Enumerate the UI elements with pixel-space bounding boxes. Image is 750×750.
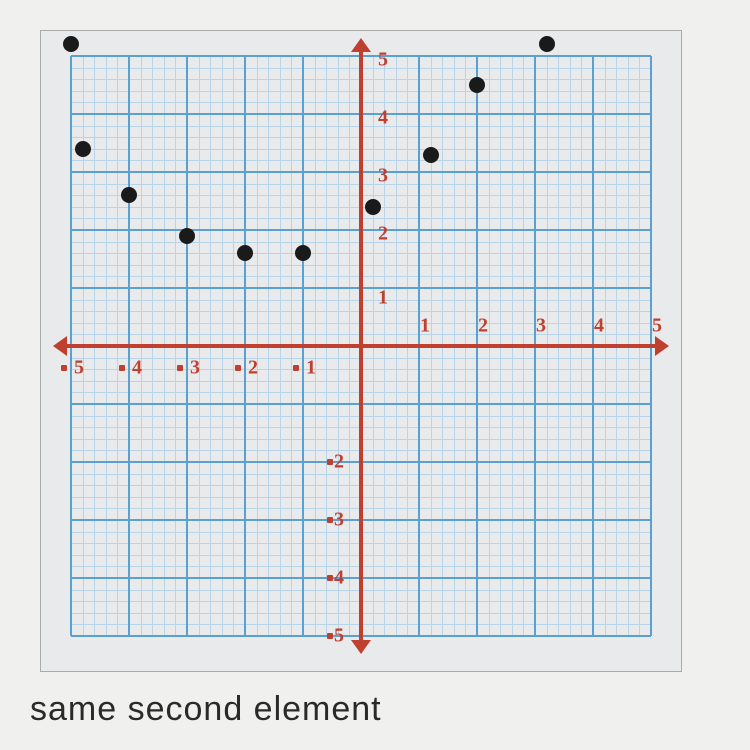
data-point (365, 199, 381, 215)
data-point (179, 228, 195, 244)
data-point (237, 245, 253, 261)
tick-label: 4 (334, 567, 344, 590)
tick-label: 1 (378, 287, 388, 310)
tick-label: 3 (378, 165, 388, 188)
tick-label: 5 (74, 357, 84, 380)
coordinate-plane: 1234523451234554321 (71, 56, 651, 636)
tick-label: 3 (536, 315, 546, 338)
minus-mark (327, 575, 333, 581)
axis-arrow (53, 336, 67, 356)
container: 1 2 3 4 5 2 3 4 5 1 2 3 4 5 5 4 3 2 1 same second element (0, 0, 750, 750)
minus-mark (327, 633, 333, 639)
axis-arrow (351, 38, 371, 52)
data-point (63, 36, 79, 52)
tick-label: 4 (594, 315, 604, 338)
minus-mark (61, 365, 67, 371)
minus-mark (235, 365, 241, 371)
tick-label: 2 (334, 451, 344, 474)
tick-label: 2 (248, 357, 258, 380)
minus-mark (119, 365, 125, 371)
data-point (75, 141, 91, 157)
tick-label: 4 (132, 357, 142, 380)
tick-label: 4 (378, 107, 388, 130)
tick-label: 5 (652, 315, 662, 338)
y-axis (359, 50, 363, 642)
axis-arrow (351, 640, 371, 654)
tick-label: 3 (190, 357, 200, 380)
tick-label: 2 (378, 223, 388, 246)
tick-label: 3 (334, 509, 344, 532)
tick-label: 5 (378, 49, 388, 72)
axis-arrow (655, 336, 669, 356)
minus-mark (327, 459, 333, 465)
data-point (539, 36, 555, 52)
minus-mark (327, 517, 333, 523)
data-point (295, 245, 311, 261)
data-point (423, 147, 439, 163)
minus-mark (177, 365, 183, 371)
minus-mark (293, 365, 299, 371)
data-point (121, 187, 137, 203)
tick-label: 1 (306, 357, 316, 380)
data-point (469, 77, 485, 93)
caption-text: same second element (30, 690, 382, 729)
graph-panel: 1 2 3 4 5 2 3 4 5 1 2 3 4 5 5 4 3 2 1 (40, 30, 682, 672)
tick-label: 2 (478, 315, 488, 338)
tick-label: 5 (334, 625, 344, 648)
tick-label: 1 (420, 315, 430, 338)
